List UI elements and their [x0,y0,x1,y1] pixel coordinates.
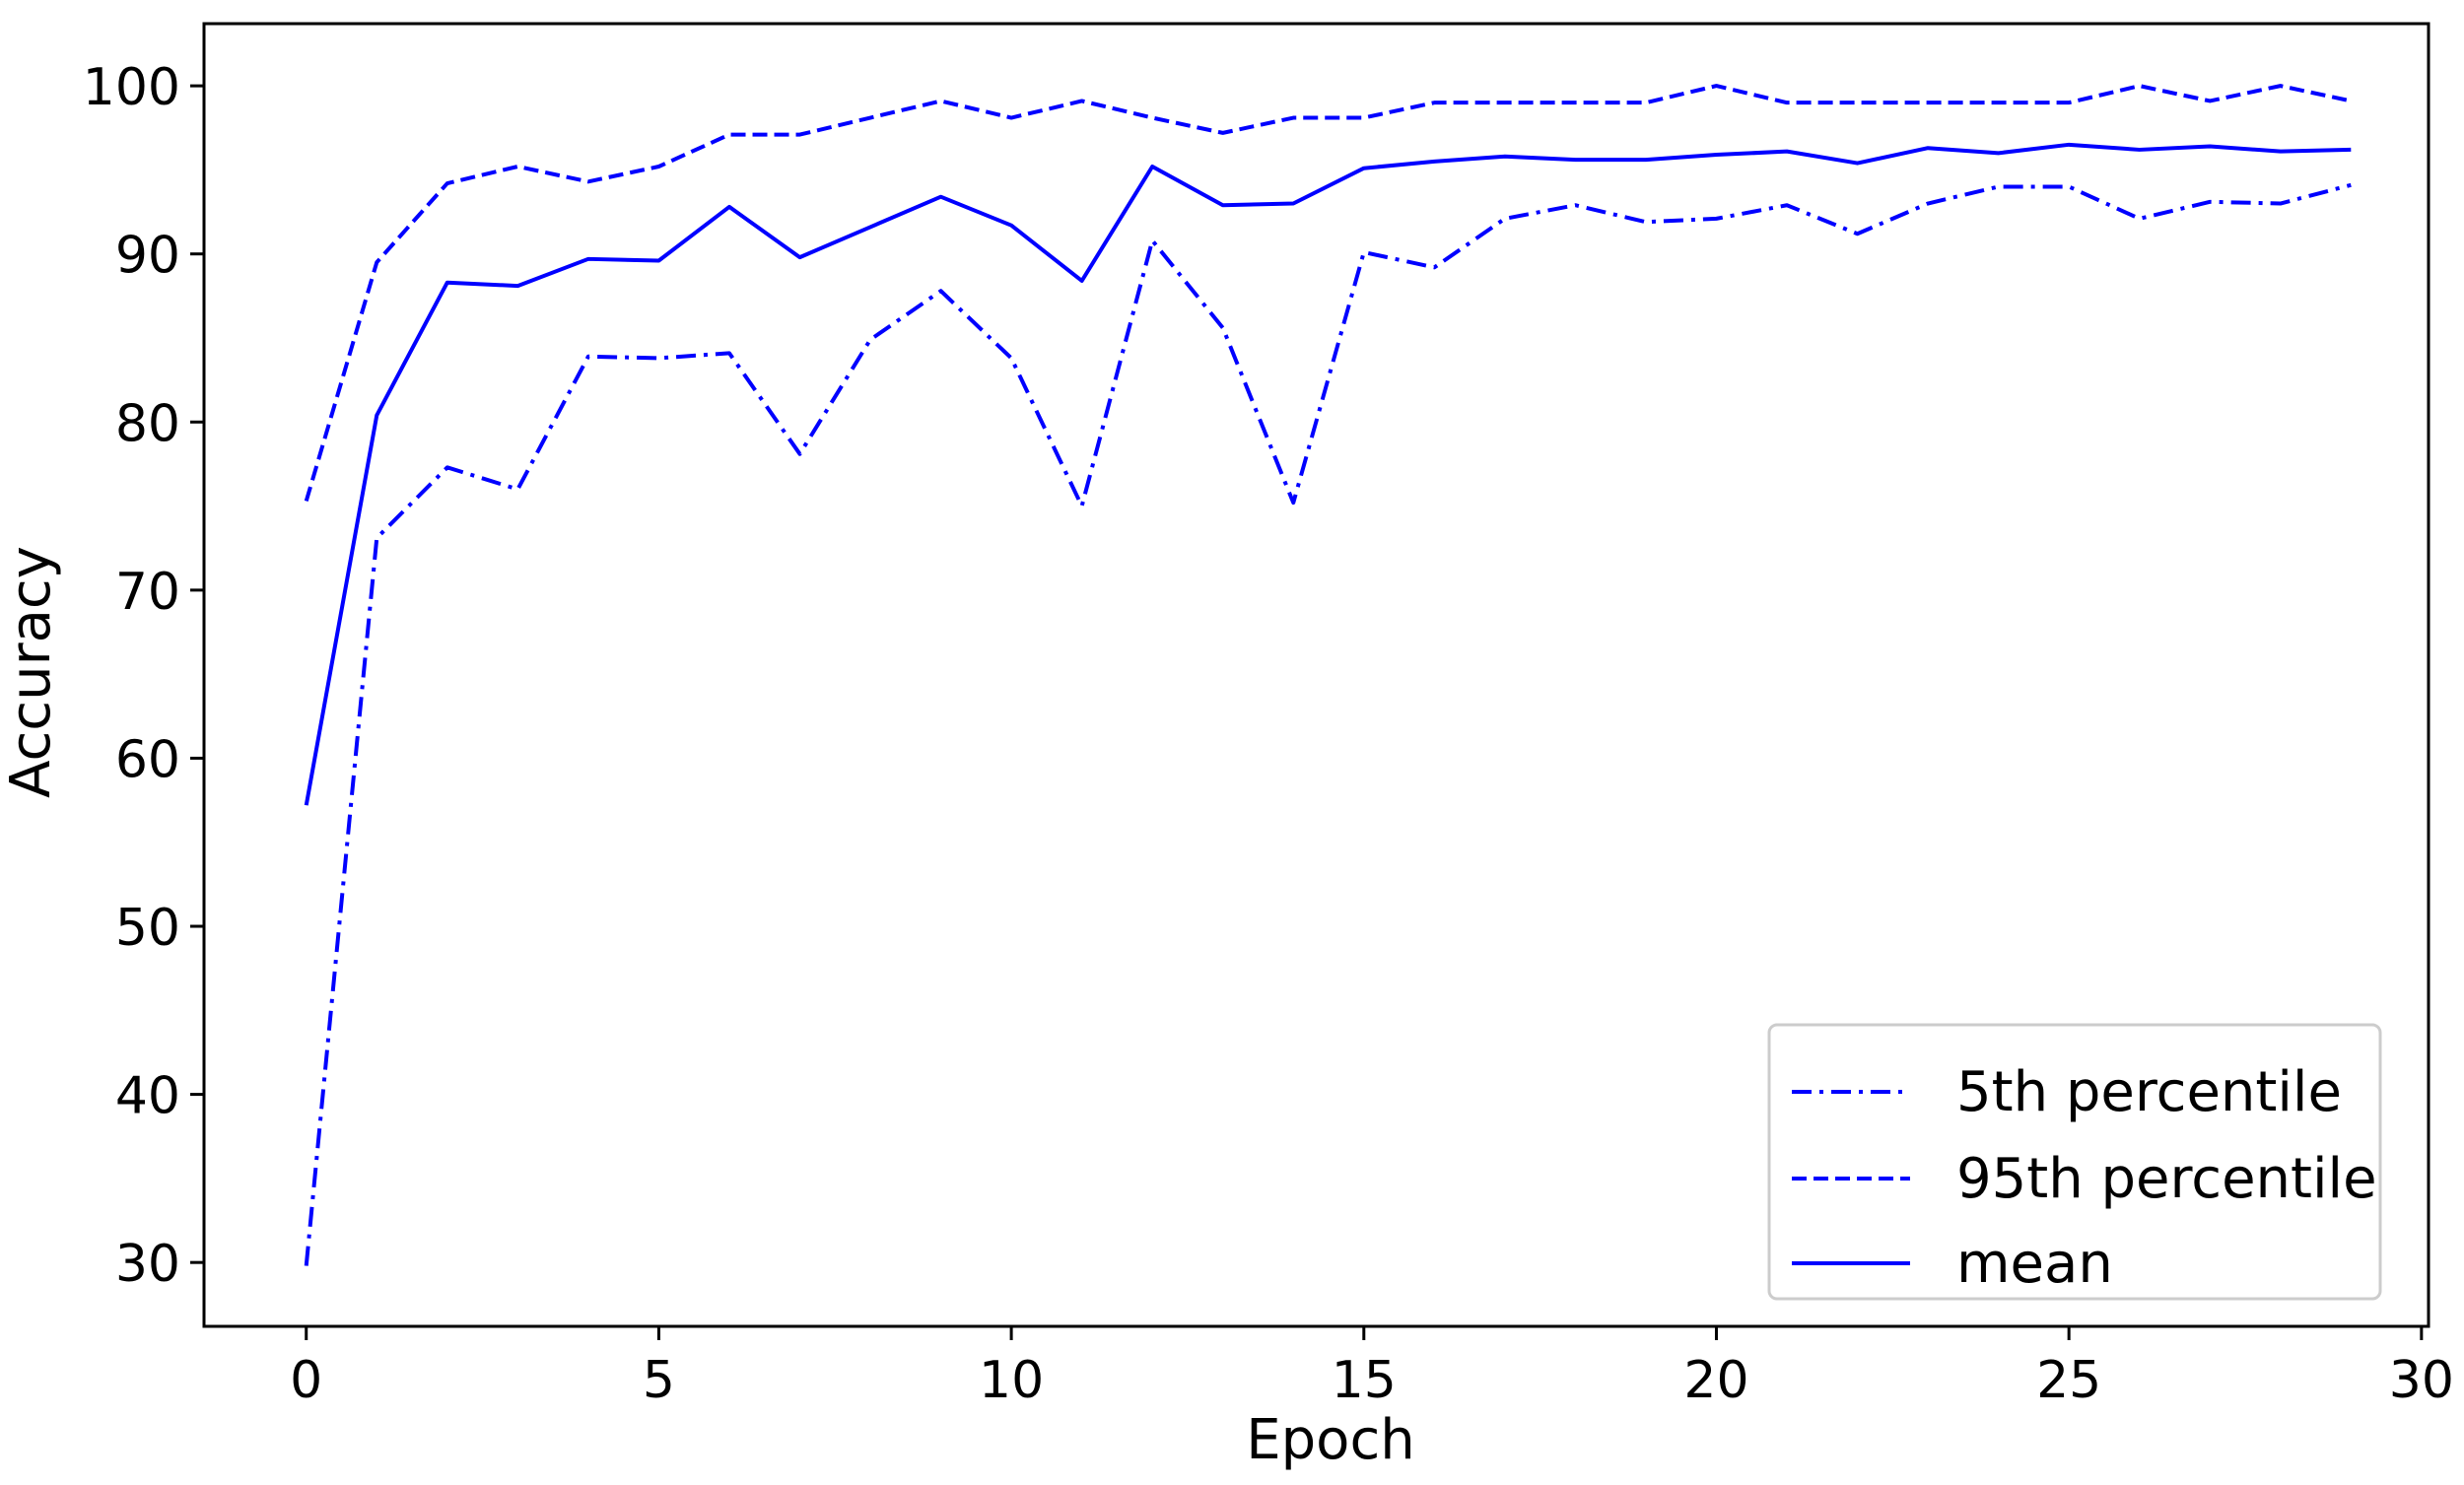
x-tick-label: 10 [979,1351,1044,1410]
y-tick-label: 70 [115,563,180,622]
x-tick-label: 20 [1683,1351,1748,1410]
y-tick-label: 100 [83,58,180,117]
x-tick-label: 5 [643,1351,675,1410]
y-tick-label: 80 [115,394,180,453]
y-tick-label: 30 [115,1235,180,1294]
y-tick-label: 50 [115,899,180,958]
y-tick-label: 90 [115,227,180,286]
y-axis: 30 40 50 60 70 80 90 100 [83,58,204,1294]
series-line-mean [304,142,2352,806]
x-axis: 0 5 10 15 20 25 30 [290,1326,2454,1410]
legend-label-95th-percentile: 95th percentile [1956,1147,2377,1211]
legend-box [1767,1023,2382,1301]
x-tick-label: 30 [2389,1351,2454,1410]
plot-frame [202,22,2430,1328]
y-tick-label: 40 [115,1067,180,1126]
x-tick-label: 25 [2036,1351,2101,1410]
series-line-95th-percentile [304,84,2352,503]
y-axis-label: Accuracy [0,546,63,798]
plot-lines [304,84,2352,1266]
legend-label-mean: mean [1956,1232,2113,1296]
series-line-5th-percentile [304,182,2352,1266]
x-tick-label: 0 [290,1351,322,1410]
y-tick-label: 60 [115,730,180,789]
legend: 5th percentile 95th percentile mean [1767,1023,2382,1301]
x-tick-label: 15 [1332,1351,1397,1410]
x-axis-label: Epoch [1246,1408,1414,1472]
legend-label-5th-percentile: 5th percentile [1956,1060,2342,1124]
